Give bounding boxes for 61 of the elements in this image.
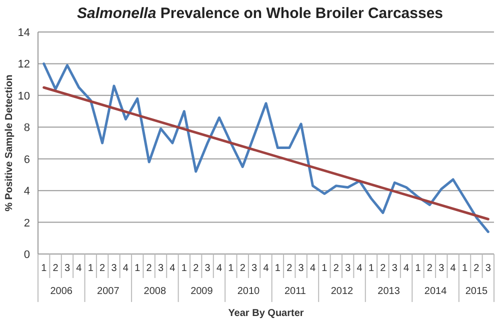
x-tick-label: 3 <box>111 263 118 274</box>
y-tick-label: 14 <box>18 27 30 39</box>
x-axis-title: Year By Quarter <box>228 308 304 319</box>
x-tick-label: 4 <box>122 263 129 274</box>
y-tick-label: 12 <box>18 58 30 71</box>
x-tick-label: 4 <box>450 263 456 274</box>
text: 2008 <box>144 286 166 297</box>
x-tick-label: 3 <box>204 263 211 274</box>
text: 2014 <box>424 286 448 297</box>
x-tick-label: 1 <box>462 263 468 274</box>
x-tick-label: 3 <box>252 263 258 274</box>
x-tick-label: 3 <box>64 263 70 274</box>
x-tick-label: 3 <box>345 263 352 274</box>
x-tick-label: 3 <box>438 263 445 274</box>
text: 2015 <box>465 286 488 297</box>
y-tick-label: 4 <box>24 186 30 198</box>
x-tick-label: 4 <box>76 263 82 274</box>
y-tick-label: 2 <box>24 217 30 230</box>
text: 2009 <box>190 286 214 297</box>
x-tick-label: 3 <box>158 263 164 274</box>
text: 2007 <box>97 286 120 297</box>
x-tick-label: 4 <box>170 263 176 274</box>
x-tick-label: 2 <box>193 263 200 274</box>
x-tick-label: 1 <box>41 263 48 274</box>
text: 2011 <box>284 286 306 297</box>
x-tick-label: 2 <box>100 263 106 274</box>
text: 2006 <box>50 286 73 297</box>
line-series <box>42 62 490 234</box>
x-tick-label: 2 <box>286 263 293 274</box>
x-tick-label: 4 <box>310 263 316 274</box>
x-tick-label: 1 <box>88 263 94 274</box>
text: 2013 <box>378 286 400 297</box>
x-tick-label: 1 <box>368 263 374 274</box>
x-tick-label: 1 <box>181 263 188 274</box>
x-tick-label: 1 <box>228 263 234 274</box>
x-tick-label: 1 <box>274 263 281 274</box>
x-tick-label: 4 <box>263 263 270 274</box>
x-tick-label: 2 <box>146 263 152 274</box>
x-tick-label: 2 <box>333 263 340 274</box>
y-tick-label: 10 <box>18 90 30 102</box>
x-tick-label: 2 <box>426 263 433 274</box>
x-tick-label: 3 <box>298 263 304 274</box>
x-tick-label: 2 <box>380 263 386 274</box>
y-tick-label: 8 <box>24 122 30 134</box>
text: 2012 <box>330 286 354 297</box>
chart-title: Salmonella Prevalence on Whole Broiler Carcasses <box>76 5 444 22</box>
y-tick-label: 0 <box>24 249 30 261</box>
x-tick-label: 4 <box>404 263 410 274</box>
x-tick-label: 1 <box>134 263 141 274</box>
x-tick-label: 1 <box>415 263 422 274</box>
x-tick-label: 1 <box>322 263 328 274</box>
x-tick-label: 4 <box>216 263 222 274</box>
y-axis-title: % Positive Sample Detection <box>4 74 15 212</box>
x-tick-label: 2 <box>474 263 480 274</box>
x-tick-label: 2 <box>52 263 59 274</box>
text: 2010 <box>237 286 260 297</box>
x-tick-label: 3 <box>392 263 398 274</box>
x-tick-label: 2 <box>240 263 246 274</box>
x-tick-label: 4 <box>356 263 363 274</box>
x-tick-label: 3 <box>485 263 492 274</box>
y-tick-label: 6 <box>24 154 30 166</box>
